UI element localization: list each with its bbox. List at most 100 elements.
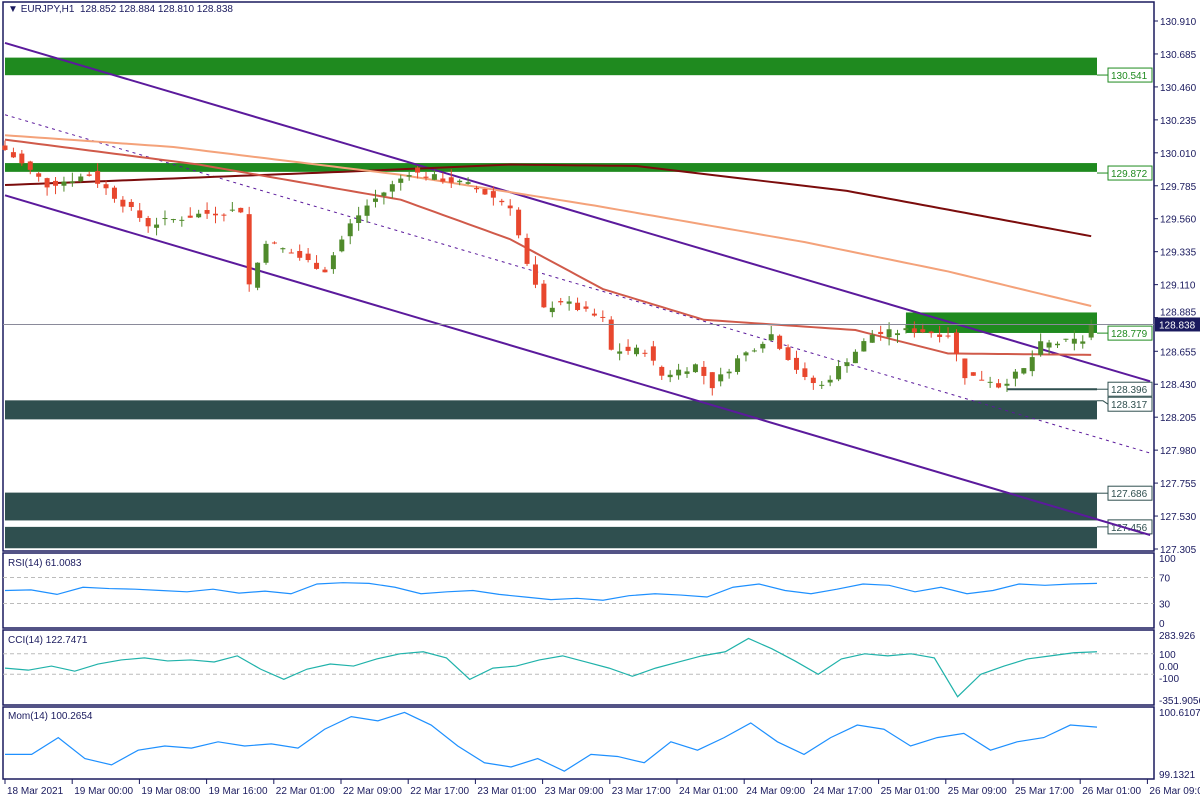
candle-body [2,145,8,150]
candle [145,215,151,233]
rsi-label: RSI(14) 61.0083 [8,558,82,569]
zone-label-box [1107,485,1153,501]
x-tick-label: 26 Mar 01:00 [1082,786,1141,797]
collapse-triangle-icon[interactable]: ▼ [8,4,18,15]
candle [777,334,783,351]
candle-body [179,219,185,221]
candle-body [642,352,648,354]
candle [793,350,799,374]
candle [305,248,311,263]
candle [735,355,741,375]
y-tick-label: 128.655 [1160,347,1197,358]
candle-body [27,161,33,170]
candle-body [238,207,244,213]
pane-3 [2,706,1155,780]
cci-label: CCI(14) 122.7471 [8,635,88,646]
x-tick-label: 23 Mar 17:00 [612,786,671,797]
candle [524,233,530,266]
zone-129.872 [5,163,1097,172]
y-tick-label: 127.530 [1160,512,1197,523]
candle-body [86,174,92,176]
candle [575,297,581,312]
candle-body [760,343,766,349]
y-tick-label: 127.980 [1160,446,1197,457]
candle-body [886,329,892,338]
candle [937,325,943,343]
candle [213,206,218,224]
candle [440,172,446,184]
candle [886,322,892,346]
candle-body [549,307,555,313]
indicator-tick-label: 0 [1159,619,1165,630]
candle-body [996,383,1002,388]
candle-body [608,319,614,350]
candle [692,363,698,373]
indicator-tick-label: 0.00 [1159,662,1179,673]
x-tick-label: 26 Mar 09:00 [1149,786,1200,797]
indicator-tick-label: -351.9056 [1159,696,1200,707]
channel-lower-line [4,194,1151,537]
candle-body [802,368,808,377]
candle [322,266,328,273]
candle [617,343,623,361]
candle-body [970,372,976,376]
candle [204,202,210,219]
candle-body [507,205,513,209]
candle [532,256,538,289]
candle [558,297,564,306]
y-tick-label: 129.785 [1160,182,1197,193]
pane-1 [2,552,1155,629]
candle [69,172,75,187]
candle [381,191,387,205]
candle-body [78,176,84,182]
x-tick-label: 19 Mar 08:00 [141,786,200,797]
candle [718,367,724,387]
candle [1080,335,1086,349]
candle-body [953,332,959,354]
candle-body [625,346,631,351]
y-tick-label: 128.430 [1160,380,1197,391]
candle [583,301,589,312]
candle-body [103,184,109,189]
indicator-tick-label: 99.1321 [1159,770,1196,781]
zone-label: 129.872 [1111,169,1148,180]
candle [1029,350,1035,377]
candle-body [440,178,446,182]
candle [1071,330,1077,351]
current-price-label: 128.838 [1159,320,1196,331]
candle-body [415,167,421,173]
candle [608,316,614,351]
candle-body [895,333,901,336]
x-tick-label: 23 Mar 09:00 [545,786,604,797]
candle-body [937,334,943,337]
candle [187,207,193,218]
zone-label: 127.686 [1111,489,1148,500]
candle-body [1038,341,1044,355]
x-tick-label: 22 Mar 17:00 [410,786,469,797]
x-tick-label: 22 Mar 09:00 [343,786,402,797]
candle-body [962,358,968,379]
candle [819,381,825,389]
candle-body [204,210,210,214]
candle-body [1055,343,1060,346]
candle [979,370,985,381]
high-value: 128.884 [118,4,156,15]
candle-body [810,377,816,384]
candle-body [600,316,606,318]
candle-body [928,331,934,334]
candle [1012,368,1018,387]
candle [566,296,572,311]
candle-body [634,347,639,355]
zone-130.541 [5,57,1097,76]
candle [314,255,320,270]
candle [760,341,766,353]
candle [920,323,926,334]
candle [221,213,227,222]
y-tick-label: 127.305 [1160,545,1197,556]
candle-body [280,248,286,250]
candle-body [709,372,715,389]
candle-body [36,173,42,177]
x-tick-label: 25 Mar 09:00 [948,786,1007,797]
